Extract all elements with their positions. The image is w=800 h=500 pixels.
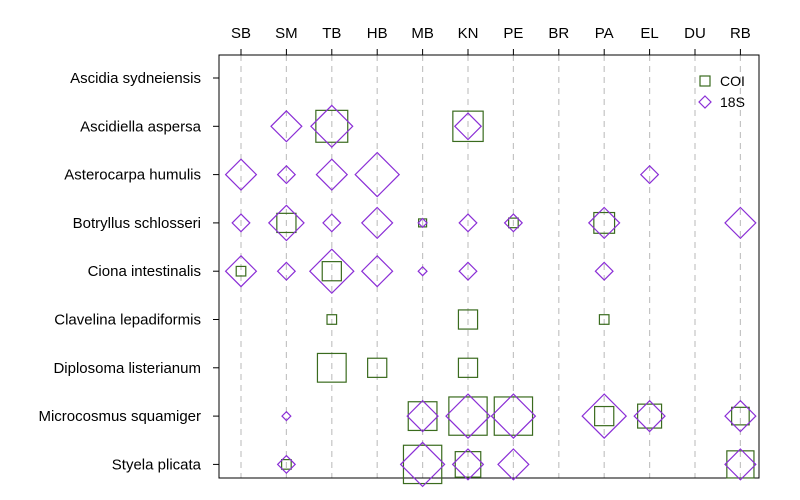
18s-marker-tb-botryllus-schlosseri (322, 213, 342, 233)
x-tick-label-rb: RB (730, 25, 751, 42)
x-tick-label-tb: TB (322, 25, 341, 42)
18s-marker-sb-ciona-intestinalis (224, 254, 258, 288)
coi-marker-kn-styela-plicata (454, 451, 482, 478)
x-tick-label-el: EL (640, 25, 658, 42)
18s-marker-mb-botryllus-schlosseri (417, 217, 428, 229)
x-tick-label-pe: PE (503, 25, 523, 42)
y-tick-label-styela-plicata: Styela plicata (112, 456, 202, 473)
legend: COI 18S (698, 73, 745, 110)
18s-marker-mb-microcosmus-squamiger (406, 399, 439, 433)
18s-marker-kn-styela-plicata (451, 448, 485, 481)
18s-marker-sm-ciona-intestinalis (276, 261, 297, 281)
18s-marker-kn-ciona-intestinalis (458, 261, 478, 281)
18s-marker-hb-botryllus-schlosseri (360, 206, 394, 240)
coi-marker-sm-botryllus-schlosseri (276, 212, 297, 234)
legend-symbol-18s (698, 95, 712, 109)
18s-marker-sm-ascidiella-aspersa (270, 110, 303, 143)
18s-marker-sb-asterocarpa-humulis (224, 158, 258, 191)
x-tick-label-du: DU (684, 25, 706, 42)
18s-marker-sb-botryllus-schlosseri (231, 213, 251, 233)
y-tick-label-diplosoma-listerianum: Diplosoma listerianum (53, 360, 201, 377)
coi-marker-tb-ciona-intestinalis (321, 261, 342, 282)
coi-marker-mb-styela-plicata (402, 444, 443, 485)
legend-label-18s: 18S (720, 94, 745, 110)
18s-marker-kn-microcosmus-squamiger (445, 393, 491, 439)
x-tick-label-sm: SM (275, 25, 298, 42)
axis-layer: SB SM TB HB MB KN PE BR PA EL DU RB Ascidia sydneien… (38, 25, 750, 473)
18s-marker-el-asterocarpa-humulis (639, 164, 660, 185)
x-tick-label-mb: MB (411, 25, 434, 42)
coi-marker-sm-styela-plicata (281, 459, 292, 470)
18s-marker-pa-botryllus-schlosseri (587, 206, 621, 240)
18s-marker-pa-microcosmus-squamiger (581, 393, 628, 439)
coi-marker-kn-clavelina-lepadiformis (457, 309, 479, 330)
legend-symbol-coi (699, 75, 711, 87)
coi-marker-kn-diplosoma-listerianum (457, 357, 479, 378)
x-tick-label-sb: SB (231, 25, 251, 42)
18s-marker-rb-styela-plicata (724, 448, 757, 481)
18s-marker-pa-ciona-intestinalis (594, 261, 614, 281)
coi-marker-rb-styela-plicata (726, 450, 755, 479)
18s-marker-tb-asterocarpa-humulis (315, 158, 349, 191)
18s-marker-mb-ciona-intestinalis (417, 265, 428, 277)
y-tick-label-ciona-intestinalis: Ciona intestinalis (88, 263, 201, 280)
y-tick-label-ascidia-sydneiensis: Ascidia sydneiensis (70, 70, 201, 87)
y-tick-label-microcosmus-squamiger: Microcosmus squamiger (38, 408, 201, 425)
18s-marker-el-microcosmus-squamiger (633, 399, 666, 433)
x-tick-label-hb: HB (367, 25, 388, 42)
y-tick-label-clavelina-lepadiformis: Clavelina lepadiformis (54, 312, 201, 329)
18s-marker-sm-botryllus-schlosseri (267, 204, 305, 242)
coi-marker-el-microcosmus-squamiger (637, 403, 663, 429)
coi-marker-tb-ascidiella-aspersa (315, 109, 349, 143)
18s-marker-hb-asterocarpa-humulis (354, 151, 401, 198)
legend-label-coi: COI (720, 73, 745, 89)
x-tick-label-br: BR (548, 25, 569, 42)
marker-layer (224, 104, 757, 488)
coi-marker-hb-diplosoma-listerianum (367, 357, 388, 378)
x-tick-label-kn: KN (458, 25, 479, 42)
y-tick-label-asterocarpa-humulis: Asterocarpa humulis (64, 167, 201, 184)
plot-frame (218, 54, 760, 479)
18s-marker-kn-ascidiella-aspersa (453, 112, 483, 141)
18s-marker-pe-microcosmus-squamiger (490, 393, 537, 439)
y-tick-label-ascidiella-aspersa: Ascidiella aspersa (80, 118, 202, 135)
x-tick-label-pa: PA (595, 25, 614, 42)
18s-marker-rb-microcosmus-squamiger (724, 399, 757, 433)
coi-marker-kn-microcosmus-squamiger (448, 396, 488, 436)
coi-marker-tb-diplosoma-listerianum (316, 352, 347, 383)
coi-marker-kn-ascidiella-aspersa (452, 110, 484, 143)
coi-marker-pa-botryllus-schlosseri (593, 211, 616, 234)
y-tick-label-botryllus-schlosseri: Botryllus schlosseri (73, 215, 201, 232)
18s-marker-sm-asterocarpa-humulis (276, 164, 297, 185)
18s-marker-sm-styela-plicata (276, 454, 297, 475)
coi-marker-pa-microcosmus-squamiger (594, 405, 615, 427)
coi-marker-sb-ciona-intestinalis (235, 265, 247, 277)
18s-marker-hb-ciona-intestinalis (360, 254, 394, 288)
18s-marker-sm-microcosmus-squamiger (281, 410, 292, 422)
18s-marker-kn-botryllus-schlosseri (458, 213, 478, 233)
18s-marker-tb-ciona-intestinalis (308, 248, 355, 295)
coi-marker-pe-microcosmus-squamiger (493, 396, 534, 436)
coi-marker-pe-botryllus-schlosseri (508, 217, 519, 229)
coi-marker-mb-microcosmus-squamiger (407, 401, 438, 432)
18s-marker-pe-styela-plicata (497, 448, 530, 481)
18s-marker-tb-ascidiella-aspersa (310, 104, 354, 149)
coi-marker-rb-microcosmus-squamiger (731, 406, 750, 426)
18s-marker-mb-styela-plicata (399, 441, 446, 488)
coi-marker-pa-clavelina-lepadiformis (598, 314, 610, 325)
coi-marker-tb-clavelina-lepadiformis (326, 314, 338, 325)
18s-marker-pe-botryllus-schlosseri (503, 213, 524, 233)
18s-marker-rb-botryllus-schlosseri (724, 206, 757, 240)
